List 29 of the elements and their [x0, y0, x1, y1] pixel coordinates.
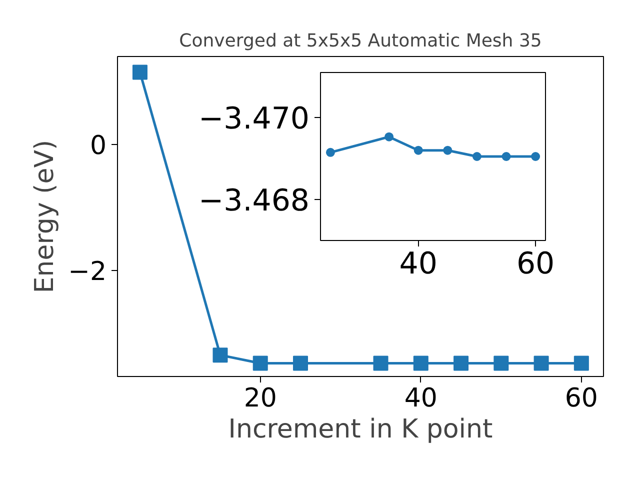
x-tick-label: 20	[244, 384, 277, 414]
x-axis-title: Increment in K point	[228, 414, 493, 444]
chart-title: Converged at 5x5x5 Automatic Mesh 35	[179, 30, 542, 52]
point	[494, 356, 509, 371]
point	[531, 152, 540, 161]
point	[132, 64, 148, 80]
point	[414, 146, 423, 155]
y-tick-label: −3.470	[198, 102, 310, 137]
x-tick-label: 60	[564, 384, 598, 414]
point	[212, 348, 228, 363]
x-tick-label: 40	[404, 384, 438, 414]
y-tick-label: 0	[90, 131, 107, 162]
x-tick-label: 60	[516, 246, 555, 282]
point	[472, 152, 482, 161]
point	[574, 356, 589, 371]
point	[373, 356, 388, 371]
x-tick-label: 40	[399, 246, 438, 282]
y-tick-label: −3.468	[198, 184, 310, 219]
point	[502, 152, 511, 161]
point	[252, 356, 268, 371]
point	[443, 146, 452, 155]
point	[534, 356, 549, 371]
point	[413, 356, 428, 371]
y-axis-title: Energy (eV)	[30, 140, 60, 294]
point	[384, 132, 394, 142]
y-tick-label: −2	[68, 257, 106, 288]
point	[454, 356, 469, 371]
point	[326, 148, 335, 157]
point	[293, 356, 308, 371]
